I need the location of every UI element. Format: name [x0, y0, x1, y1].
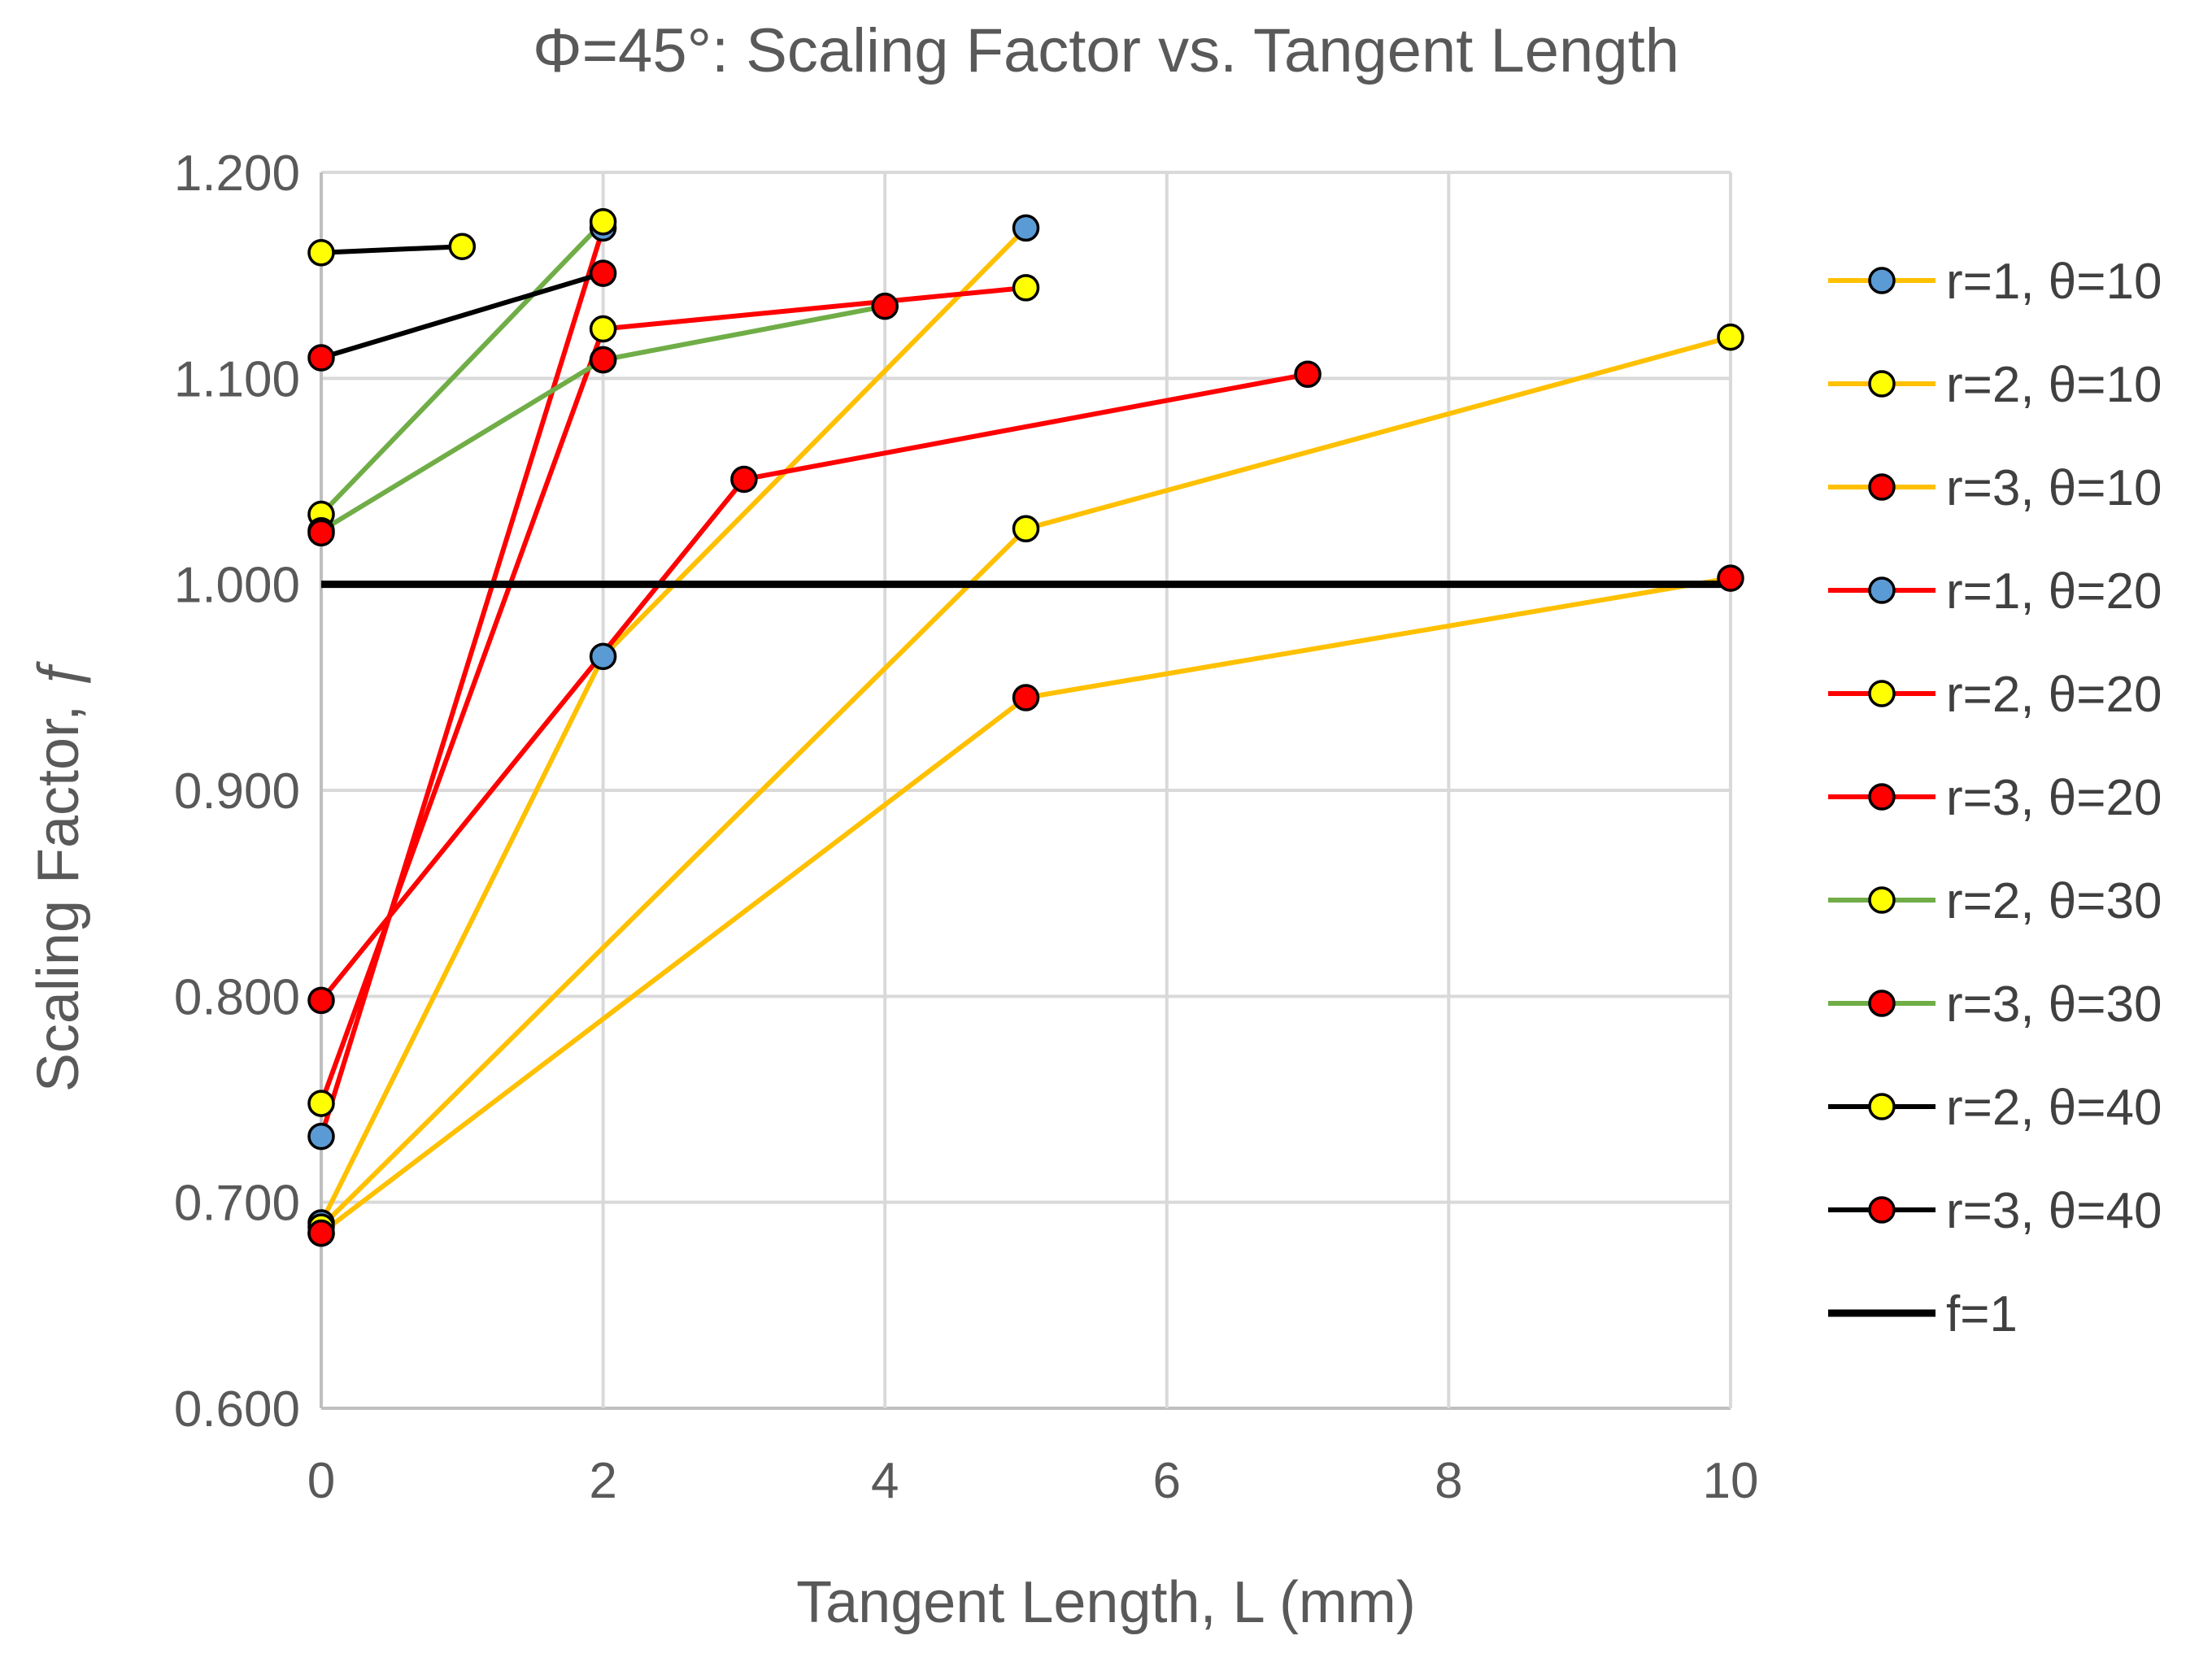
y-tick-label: 0.600	[174, 1381, 300, 1438]
legend-marker-swatch	[1868, 370, 1896, 398]
legend-entry-r-3-theta-10: r=3, θ=10	[1828, 460, 2162, 516]
chart-title: Φ=45°: Scaling Factor vs. Tangent Length	[533, 16, 1679, 85]
x-axis-ticks: 0 2 4 6 8 10	[307, 1453, 1759, 1509]
y-tick-label: 0.800	[174, 969, 300, 1025]
series-lines	[319, 220, 1731, 1236]
marker-r-3-theta-20	[1294, 360, 1322, 389]
marker-extra-point	[589, 346, 617, 374]
series-line-r-2-theta-20	[319, 285, 1026, 1105]
legend-marker-swatch	[1868, 990, 1896, 1017]
legend-marker-swatch	[1868, 886, 1896, 914]
legend-entry-r-3-theta-40: r=3, θ=40	[1828, 1183, 2162, 1239]
marker-extra-point	[307, 1219, 335, 1247]
x-tick-label: 6	[1153, 1453, 1181, 1509]
y-tick-label: 1.200	[174, 146, 300, 202]
marker-r-2-theta-20	[307, 1090, 335, 1117]
series-line-r-1-theta-20	[319, 227, 606, 1138]
marker-r-2-theta-10	[1717, 323, 1744, 351]
y-tick-label: 1.100	[174, 351, 300, 407]
grid-lines	[320, 171, 1732, 1410]
legend-entry-r-3-theta-30: r=3, θ=30	[1828, 977, 2162, 1033]
y-tick-label: 0.900	[174, 763, 300, 820]
legend-label: r=2, θ=10	[1946, 357, 2162, 413]
x-tick-label: 2	[589, 1453, 616, 1509]
x-tick-label: 10	[1703, 1453, 1759, 1509]
legend-label: r=2, θ=20	[1946, 667, 2162, 723]
y-tick-label: 0.700	[174, 1176, 300, 1232]
series-line-r-3-theta-40	[320, 271, 604, 360]
legend-label: r=2, θ=40	[1946, 1080, 2162, 1136]
marker-r-1-theta-20	[307, 1122, 335, 1151]
marker-r-3-theta-40	[307, 344, 335, 372]
x-tick-label: 8	[1435, 1453, 1462, 1509]
series-line-r-2-theta-10	[319, 334, 1731, 1229]
marker-r-2-theta-20	[589, 315, 617, 343]
legend-marker-swatch	[1868, 473, 1896, 501]
marker-r-3-theta-20	[730, 465, 758, 494]
series-line-r-3-theta-20	[319, 372, 1308, 1003]
series-markers	[307, 208, 1744, 1247]
series-line-r-2-theta-40	[320, 244, 463, 255]
x-tick-label: 0	[307, 1453, 335, 1509]
legend-entry-r-1-theta-20: r=1, θ=20	[1828, 563, 2162, 620]
legend-marker-swatch	[1868, 1196, 1896, 1224]
legend-label: r=1, θ=20	[1946, 563, 2162, 620]
marker-r-2-theta-10	[1012, 515, 1040, 543]
marker-r-3-theta-10	[1012, 684, 1040, 711]
legend-marker-swatch	[1868, 680, 1896, 707]
series-line-r-2-theta-30	[319, 220, 605, 516]
marker-r-1-theta-10	[1012, 214, 1040, 242]
legend: r=1, θ=10 r=2, θ=10 r=3, θ=10 r=1, θ=20 r=2,…	[1828, 254, 2162, 1342]
legend-label: r=3, θ=30	[1946, 977, 2162, 1033]
y-tick-label: 1.000	[174, 558, 300, 614]
legend-entry-r-1-theta-10: r=1, θ=10	[1828, 254, 2162, 310]
marker-extra-point	[307, 519, 335, 547]
marker-r-3-theta-20	[307, 986, 335, 1015]
legend-label: r=2, θ=30	[1946, 873, 2162, 929]
marker-r-2-theta-30	[589, 208, 617, 236]
marker-r-1-theta-10	[589, 642, 617, 671]
marker-r-2-theta-20	[1012, 274, 1040, 302]
x-axis-title: Tangent Length, L (mm)	[796, 1570, 1416, 1635]
legend-entry-r-2-theta-10: r=2, θ=10	[1828, 357, 2162, 413]
legend-label: r=1, θ=10	[1946, 254, 2162, 310]
legend-marker-swatch	[1868, 267, 1896, 294]
series-line-r-3-theta-10	[320, 576, 1731, 1236]
x-tick-label: 4	[871, 1453, 899, 1509]
legend-label: r=3, θ=40	[1946, 1183, 2162, 1239]
legend-label: r=3, θ=20	[1946, 770, 2162, 826]
legend-marker-swatch	[1868, 1093, 1896, 1120]
marker-r-2-theta-40	[307, 239, 335, 267]
legend-entry-r-3-theta-20: r=3, θ=20	[1828, 770, 2162, 826]
legend-label: f=1	[1946, 1286, 2018, 1342]
legend-entry-r-2-theta-30: r=2, θ=30	[1828, 873, 2162, 929]
legend-marker-swatch	[1868, 576, 1896, 604]
legend-entry-r-2-theta-40: r=2, θ=40	[1828, 1080, 2162, 1136]
legend-entry-r-2-theta-20: r=2, θ=20	[1828, 667, 2162, 723]
legend-entry-f-1: f=1	[1828, 1286, 2018, 1342]
marker-r-3-theta-10	[1717, 564, 1744, 592]
marker-r-2-theta-40	[448, 233, 477, 260]
marker-r-3-theta-30	[871, 292, 899, 320]
legend-marker-swatch	[1868, 783, 1896, 811]
y-axis-title: Scaling Factor, ƒ	[26, 656, 91, 1092]
marker-r-3-theta-40	[589, 259, 617, 287]
y-axis-ticks: 0.600 0.700 0.800 0.900 1.000 1.100 1.200	[174, 146, 300, 1438]
legend-label: r=3, θ=10	[1946, 460, 2162, 516]
